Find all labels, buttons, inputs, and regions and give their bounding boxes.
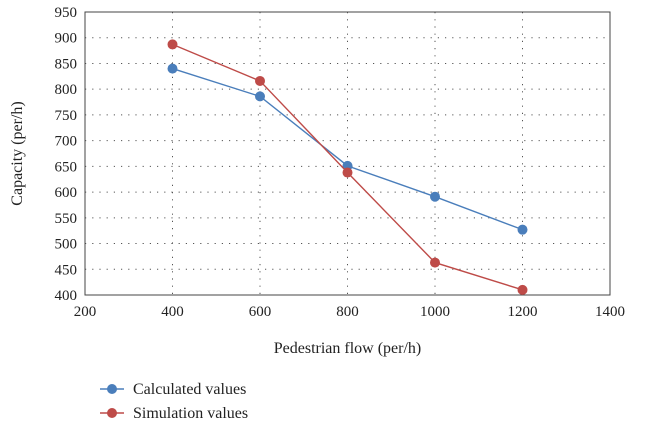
x-tick-label: 1400 (595, 304, 625, 320)
legend-label: Calculated values (133, 381, 246, 398)
legend: Calculated values Simulation values (100, 381, 248, 422)
y-tick-label: 400 (55, 288, 78, 304)
y-tick-label: 900 (55, 31, 78, 47)
y-tick-label: 550 (55, 211, 78, 227)
series-group (167, 39, 528, 295)
data-point (430, 191, 440, 202)
y-tick-label: 700 (55, 134, 78, 150)
x-tick-label: 1000 (420, 304, 450, 320)
x-tick-label: 200 (74, 304, 97, 320)
legend-item: Simulation values (100, 405, 248, 422)
data-point (517, 284, 528, 295)
series-2 (167, 39, 528, 295)
x-tick-label: 800 (336, 304, 359, 320)
data-point (430, 257, 440, 268)
data-point (255, 91, 265, 102)
data-point (517, 224, 528, 235)
y-axis-title: Capacity (per/h) (9, 101, 26, 205)
gridlines (85, 12, 610, 295)
legend-marker (107, 384, 117, 394)
data-point (167, 39, 178, 50)
y-tick-label: 750 (55, 108, 78, 124)
legend-marker (107, 408, 117, 418)
y-tick-label: 600 (55, 185, 78, 201)
plot-frame (84, 11, 611, 296)
legend-item: Calculated values (100, 381, 246, 398)
data-point (167, 63, 178, 74)
legend-label: Simulation values (133, 405, 248, 422)
x-tick-label: 600 (249, 304, 272, 320)
data-point (255, 75, 265, 86)
y-tick-label: 500 (55, 237, 78, 253)
y-tick-label: 950 (55, 5, 78, 21)
y-tick-labels: 400 450 500 550 600 650 700 750 800 850 900 950 (55, 5, 78, 304)
y-tick-label: 800 (55, 82, 78, 98)
y-tick-label: 450 (55, 262, 78, 278)
series-1 (167, 63, 528, 235)
y-tick-label: 650 (55, 159, 78, 175)
y-tick-label: 850 (55, 56, 78, 72)
x-tick-labels: 200 400 600 800 1000 1200 1400 (74, 304, 625, 320)
x-axis-title: Pedestrian flow (per/h) (274, 340, 422, 357)
x-tick-label: 1200 (508, 304, 538, 320)
data-point (342, 167, 353, 178)
x-tick-label: 400 (161, 304, 184, 320)
